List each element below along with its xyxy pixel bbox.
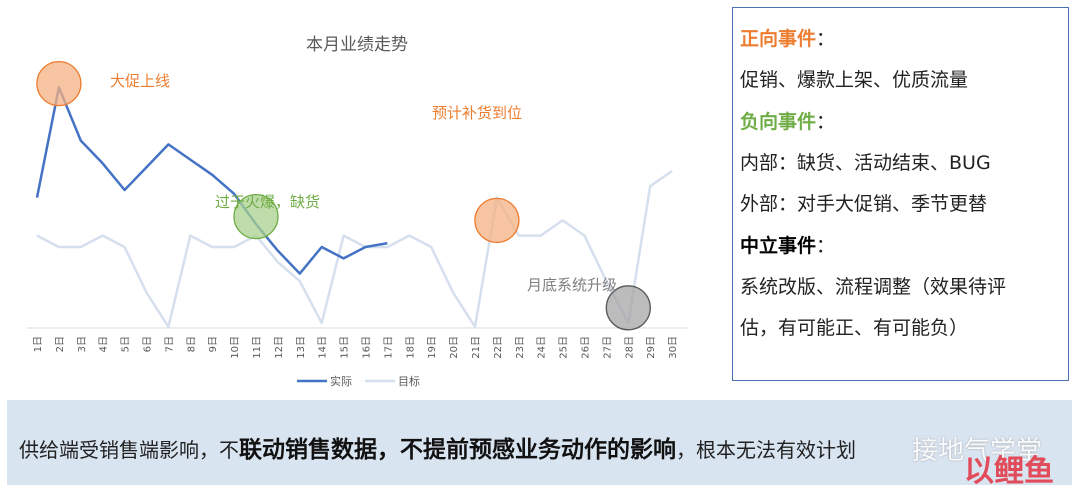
x-tick-label: 26日 <box>581 336 592 359</box>
neutral-text-2: 估，有可能正、有可能负） <box>740 317 969 339</box>
x-tick-label: 17日 <box>383 336 394 359</box>
x-tick-label: 28日 <box>624 336 635 359</box>
bottom-text-post: ，根本无法有效计划 <box>676 438 856 462</box>
x-tick-label: 8日 <box>186 336 197 352</box>
bottom-text-bold: 联动销售数据，不提前预感业务动作的影响 <box>239 437 676 463</box>
series-actual-line <box>35 86 388 275</box>
events-panel: 正向事件： 促销、爆款上架、优质流量 负向事件： 内部：缺货、活动结束、BUG … <box>732 7 1069 381</box>
x-tick-label: 24日 <box>537 336 548 359</box>
positive-events-title: 正向事件 <box>740 28 817 50</box>
series-target-line <box>36 169 673 329</box>
x-tick-label: 30日 <box>668 336 679 359</box>
annotation-label: 预计补货到位 <box>432 104 522 122</box>
x-tick-label: 27日 <box>602 336 613 359</box>
bottom-banner: 供给端受销售端影响，不联动销售数据，不提前预感业务动作的影响，根本无法有效计划 … <box>7 400 1072 489</box>
negative-internal-text: 内部：缺货、活动结束、BUG <box>740 152 991 174</box>
x-tick-label: 1日 <box>33 336 44 352</box>
x-tick-label: 11日 <box>252 336 263 359</box>
x-tick-label: 22日 <box>493 336 504 359</box>
x-tick-label: 4日 <box>99 336 110 352</box>
positive-colon: ： <box>816 28 836 50</box>
annotation-circle <box>233 193 279 240</box>
x-tick-label: 14日 <box>318 336 329 359</box>
x-tick-label: 29日 <box>646 336 657 359</box>
bottom-statement: 供给端受销售端影响，不联动销售数据，不提前预感业务动作的影响，根本无法有效计划 <box>19 430 856 464</box>
watermark-logo: 以鲤鱼 <box>964 454 1054 489</box>
bottom-text-pre: 供给端受销售端影响，不 <box>19 438 239 462</box>
x-tick-label: 9日 <box>208 336 219 352</box>
annotation-label: 大促上线 <box>110 72 170 90</box>
legend-actual-label: 实际 <box>330 374 352 388</box>
neutral-text-1: 系统改版、流程调整（效果待评 <box>740 276 1007 298</box>
x-tick-label: 23日 <box>515 336 526 359</box>
x-tick-label: 15日 <box>340 336 351 359</box>
x-tick-label: 18日 <box>405 336 416 359</box>
x-tick-label: 2日 <box>55 336 66 352</box>
x-tick-label: 19日 <box>427 336 438 359</box>
annotation-circle <box>605 285 651 331</box>
x-tick-label: 7日 <box>164 336 175 352</box>
x-tick-label: 10日 <box>230 336 241 359</box>
annotation-circle <box>474 197 520 244</box>
negative-colon: ： <box>816 111 836 133</box>
x-tick-label: 6日 <box>143 336 154 352</box>
chart-title: 本月业绩走势 <box>306 35 408 55</box>
x-tick-label: 3日 <box>77 336 88 352</box>
x-tick-label: 13日 <box>296 336 307 359</box>
annotation-circle <box>36 60 82 107</box>
watermark-text: 接地气学堂 <box>911 436 1042 466</box>
annotation-label: 月底系统升级 <box>527 276 617 294</box>
x-tick-label: 21日 <box>471 336 482 359</box>
negative-external-text: 外部：对手大促销、季节更替 <box>740 193 988 215</box>
positive-events-text: 促销、爆款上架、优质流量 <box>740 69 969 91</box>
x-tick-label: 16日 <box>362 336 373 359</box>
legend-target-label: 目标 <box>398 374 420 388</box>
neutral-events-title: 中立事件 <box>740 235 817 257</box>
x-tick-label: 20日 <box>449 336 460 359</box>
neutral-colon: ： <box>816 235 836 257</box>
x-tick-label: 5日 <box>121 336 132 352</box>
negative-events-title: 负向事件 <box>740 111 817 133</box>
x-tick-label: 25日 <box>559 336 570 359</box>
trend-chart: 本月业绩走势 1日 2日 3日 4日 5日 6日 7日 8日 9日 10日 11日 12日 13日 14日 1… <box>27 35 688 388</box>
annotation-label: 过于火爆，缺货 <box>215 193 320 211</box>
x-tick-label: 12日 <box>274 336 285 359</box>
